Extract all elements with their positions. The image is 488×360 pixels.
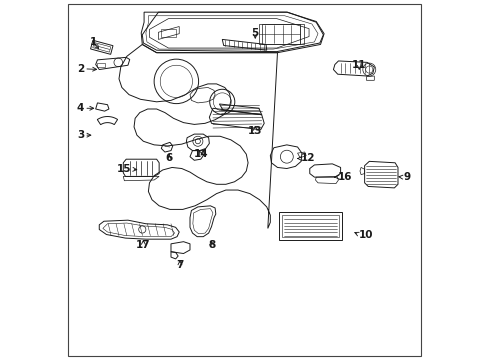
Text: 8: 8 — [207, 240, 215, 250]
Text: 13: 13 — [247, 126, 262, 135]
Text: 9: 9 — [402, 172, 409, 182]
Bar — [97, 63, 104, 67]
Bar — [161, 30, 175, 37]
Text: 3: 3 — [77, 130, 84, 140]
Text: 15: 15 — [117, 164, 131, 174]
Text: 6: 6 — [165, 153, 172, 163]
Text: 4: 4 — [77, 103, 84, 113]
Bar — [258, 24, 300, 44]
Bar — [282, 215, 338, 237]
Text: 10: 10 — [359, 230, 373, 239]
Text: 17: 17 — [136, 239, 150, 249]
Bar — [278, 212, 342, 240]
Text: 11: 11 — [351, 60, 366, 70]
Text: 12: 12 — [301, 153, 315, 163]
Text: 5: 5 — [251, 28, 258, 38]
Text: 16: 16 — [337, 172, 351, 182]
Text: 2: 2 — [77, 64, 84, 74]
Bar — [261, 24, 304, 44]
Text: 14: 14 — [193, 149, 207, 159]
Text: 1: 1 — [89, 37, 97, 47]
Text: 7: 7 — [176, 260, 183, 270]
